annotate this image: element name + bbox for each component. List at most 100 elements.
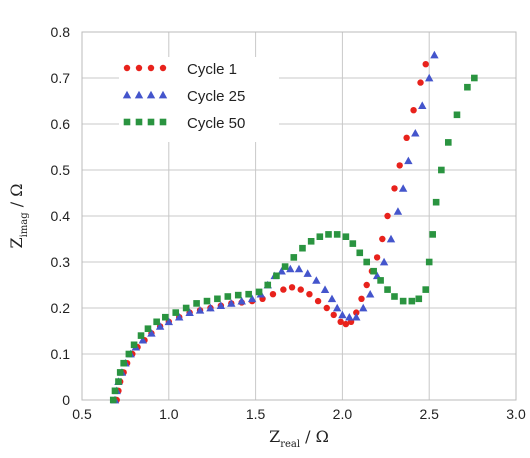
- x-axis-title: Zreal / Ω: [269, 427, 329, 450]
- data-point: [365, 290, 375, 298]
- data-point: [453, 111, 461, 119]
- y-tick-label: 0.4: [51, 208, 71, 224]
- legend-label: Cycle 25: [187, 88, 245, 105]
- axes: 0.5 1.0 1.5 2.0 2.5 3.0 0 0.1 0.2 0.3 0.4 0.5 0.6 0.7…: [51, 24, 526, 422]
- data-point: [349, 240, 357, 247]
- data-point: [137, 332, 145, 339]
- y-tick-label: 0: [62, 392, 70, 408]
- legend-marker: [159, 118, 167, 126]
- data-point: [370, 267, 377, 275]
- data-point: [327, 294, 337, 303]
- data-point: [247, 294, 257, 303]
- y-tick-label: 0.5: [51, 162, 71, 178]
- data-point: [203, 297, 211, 305]
- x-tick-label: 2.0: [333, 406, 353, 422]
- data-point: [109, 396, 117, 404]
- x-tick-label: 0.5: [72, 406, 92, 422]
- data-point: [410, 107, 417, 114]
- data-point: [471, 74, 478, 82]
- legend-background: [119, 57, 279, 142]
- data-point: [403, 134, 410, 141]
- data-point: [172, 309, 180, 316]
- data-point: [330, 311, 337, 319]
- y-axis-title: Zimag / Ω: [7, 184, 30, 249]
- data-point: [325, 231, 332, 238]
- data-point: [303, 269, 312, 277]
- data-point: [391, 293, 398, 300]
- legend-marker: [135, 118, 143, 126]
- data-point: [175, 313, 184, 321]
- data-point: [294, 264, 304, 273]
- data-points: [109, 50, 478, 404]
- data-point: [332, 303, 342, 312]
- y-tick-label: 0.6: [51, 116, 71, 132]
- data-point: [316, 233, 324, 240]
- y-tick-label: 0.8: [51, 24, 71, 40]
- data-point: [417, 79, 424, 86]
- data-point: [281, 263, 289, 270]
- data-point: [359, 303, 368, 312]
- data-point: [429, 231, 436, 238]
- data-point: [264, 281, 272, 289]
- data-point: [345, 313, 354, 321]
- data-point: [307, 238, 315, 245]
- data-point: [404, 156, 413, 165]
- data-point: [162, 313, 169, 321]
- data-point: [432, 198, 440, 206]
- legend-label: Cycle 50: [187, 115, 245, 132]
- data-point: [234, 291, 242, 299]
- data-point: [386, 234, 396, 243]
- data-point: [399, 297, 407, 305]
- data-point: [430, 50, 439, 59]
- data-point: [418, 101, 427, 109]
- data-point: [115, 378, 122, 385]
- data-point: [398, 184, 408, 192]
- data-point: [237, 296, 246, 305]
- data-point: [125, 350, 133, 358]
- y-tick-label: 0.1: [51, 346, 71, 362]
- data-point: [216, 301, 226, 310]
- data-point: [353, 309, 360, 316]
- data-point: [193, 300, 200, 307]
- legend-label: Cycle 1: [187, 61, 237, 78]
- data-point: [153, 318, 160, 326]
- data-point: [363, 258, 371, 266]
- data-point: [342, 320, 350, 328]
- data-point: [358, 295, 365, 302]
- legend-marker: [146, 90, 156, 99]
- series-cycle-50: [109, 74, 478, 404]
- data-point: [273, 272, 280, 280]
- data-point: [342, 233, 350, 240]
- legend-marker: [147, 64, 155, 72]
- data-point: [144, 325, 152, 332]
- data-point: [147, 329, 156, 337]
- y-tick-label: 0.7: [51, 70, 71, 86]
- data-point: [299, 244, 306, 252]
- data-point: [363, 281, 370, 289]
- x-tick-label: 1.0: [159, 406, 179, 422]
- data-point: [425, 258, 433, 266]
- y-tick-label: 0.3: [51, 254, 71, 270]
- data-point: [297, 286, 304, 293]
- data-point: [422, 286, 430, 293]
- data-point: [320, 285, 330, 293]
- data-point: [116, 369, 124, 376]
- data-point: [164, 317, 173, 326]
- data-point: [337, 318, 344, 325]
- plot-frame: [81, 31, 517, 401]
- legend-marker: [123, 118, 131, 126]
- data-point: [396, 162, 403, 169]
- data-point: [206, 303, 215, 312]
- data-point: [444, 139, 452, 146]
- data-point: [255, 288, 263, 296]
- data-point: [224, 293, 232, 300]
- data-point: [130, 341, 138, 349]
- x-tick-label: 1.5: [246, 406, 266, 422]
- data-point: [314, 297, 322, 305]
- data-point: [415, 295, 423, 303]
- data-point: [155, 322, 165, 330]
- data-point: [312, 276, 321, 284]
- data-point: [425, 73, 434, 82]
- data-point: [111, 387, 119, 395]
